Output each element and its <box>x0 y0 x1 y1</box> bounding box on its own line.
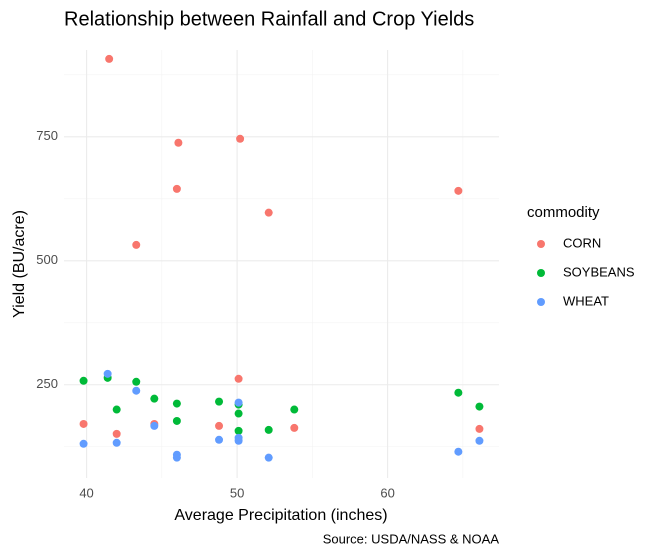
point <box>112 429 121 438</box>
point <box>172 399 181 408</box>
y-tick-label: 750 <box>36 128 58 143</box>
point <box>475 402 484 411</box>
point <box>105 54 114 63</box>
point <box>234 409 243 418</box>
point <box>454 186 463 195</box>
y-tick-label: 250 <box>36 376 58 391</box>
point <box>132 386 141 395</box>
point <box>475 424 484 433</box>
point <box>215 421 224 430</box>
legend-label: WHEAT <box>563 293 609 308</box>
legend-label: SOYBEANS <box>563 264 635 279</box>
point <box>475 436 484 445</box>
caption: Source: USDA/NASS & NOAA <box>323 531 500 546</box>
point <box>172 416 181 425</box>
x-tick-label: 40 <box>79 485 93 500</box>
legend-marker <box>537 240 545 248</box>
point <box>454 388 463 397</box>
point <box>264 425 273 434</box>
point <box>150 394 159 403</box>
point <box>290 423 299 432</box>
point <box>172 184 181 193</box>
legend-label: CORN <box>563 235 601 250</box>
legend-title: commodity <box>527 204 600 221</box>
y-axis-label: Yield (BU/acre) <box>11 210 28 318</box>
legend-marker <box>537 298 545 306</box>
point <box>150 421 159 430</box>
point <box>236 134 245 143</box>
point <box>103 369 112 378</box>
point <box>79 376 88 385</box>
x-tick-label: 50 <box>230 485 244 500</box>
point <box>264 208 273 217</box>
point <box>79 419 88 428</box>
point <box>290 405 299 414</box>
point <box>172 453 181 462</box>
point <box>234 426 243 435</box>
point <box>174 138 183 147</box>
point <box>215 435 224 444</box>
point <box>454 447 463 456</box>
legend-marker <box>537 269 545 277</box>
point <box>79 439 88 448</box>
point <box>234 398 243 407</box>
chart-title: Relationship between Rainfall and Crop Y… <box>64 8 474 30</box>
point <box>132 240 141 249</box>
point <box>234 436 243 445</box>
point <box>234 374 243 383</box>
x-tick-label: 60 <box>380 485 394 500</box>
point <box>112 405 121 414</box>
x-axis-label: Average Precipitation (inches) <box>174 507 387 524</box>
point <box>264 453 273 462</box>
point <box>112 438 121 447</box>
point <box>215 397 224 406</box>
y-tick-label: 500 <box>36 252 58 267</box>
point <box>132 377 141 386</box>
